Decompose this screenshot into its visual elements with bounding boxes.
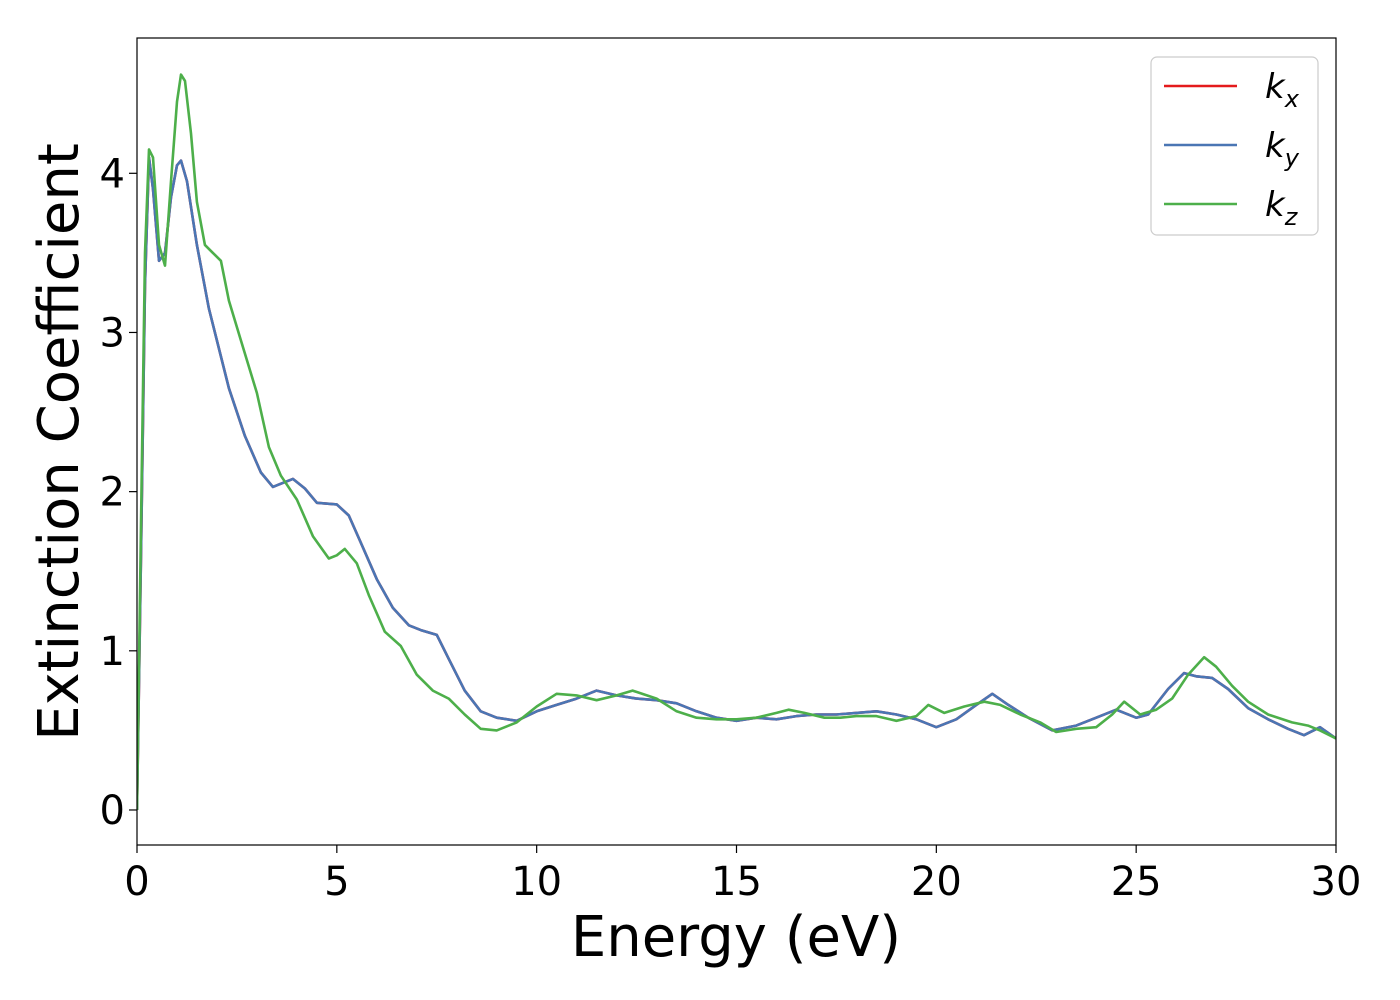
- legend-label-base: k: [1265, 185, 1286, 225]
- y-tick-label: 4: [100, 151, 125, 197]
- x-axis-label: Energy (eV): [571, 905, 901, 970]
- legend-label-x: kx: [1265, 67, 1300, 113]
- legend-label-base: k: [1265, 126, 1286, 166]
- legend-label-subscript: y: [1284, 144, 1300, 172]
- x-tick-label: 10: [511, 859, 562, 905]
- y-tick-label: 1: [100, 629, 125, 675]
- x-tick-label: 15: [711, 859, 762, 905]
- series-layer: [137, 73, 1336, 811]
- x-tick-label: 30: [1311, 859, 1362, 905]
- x-tick-label: 20: [911, 859, 962, 905]
- x-tick-label: 25: [1111, 859, 1162, 905]
- y-axis-ticks: 0 1 2 3 4: [100, 151, 137, 834]
- y-tick-label: 3: [100, 310, 125, 356]
- series-line-z: [137, 73, 1336, 811]
- y-axis-label: Extinction Coefficient: [27, 143, 92, 741]
- x-tick-label: 5: [324, 859, 349, 905]
- y-tick-label: 2: [100, 470, 125, 516]
- series-line-y: [137, 156, 1336, 811]
- y-tick-label: 0: [100, 788, 125, 834]
- legend-label-subscript: z: [1284, 203, 1299, 231]
- legend-label-subscript: x: [1284, 85, 1300, 113]
- series-line-x: [137, 156, 1336, 811]
- x-tick-label: 0: [124, 859, 149, 905]
- legend-label-z: kz: [1265, 185, 1299, 231]
- legend-label-y: ky: [1265, 126, 1300, 172]
- x-axis-ticks: 0 5 10 15 20 25 30: [124, 845, 1361, 905]
- legend-label-base: k: [1265, 67, 1286, 107]
